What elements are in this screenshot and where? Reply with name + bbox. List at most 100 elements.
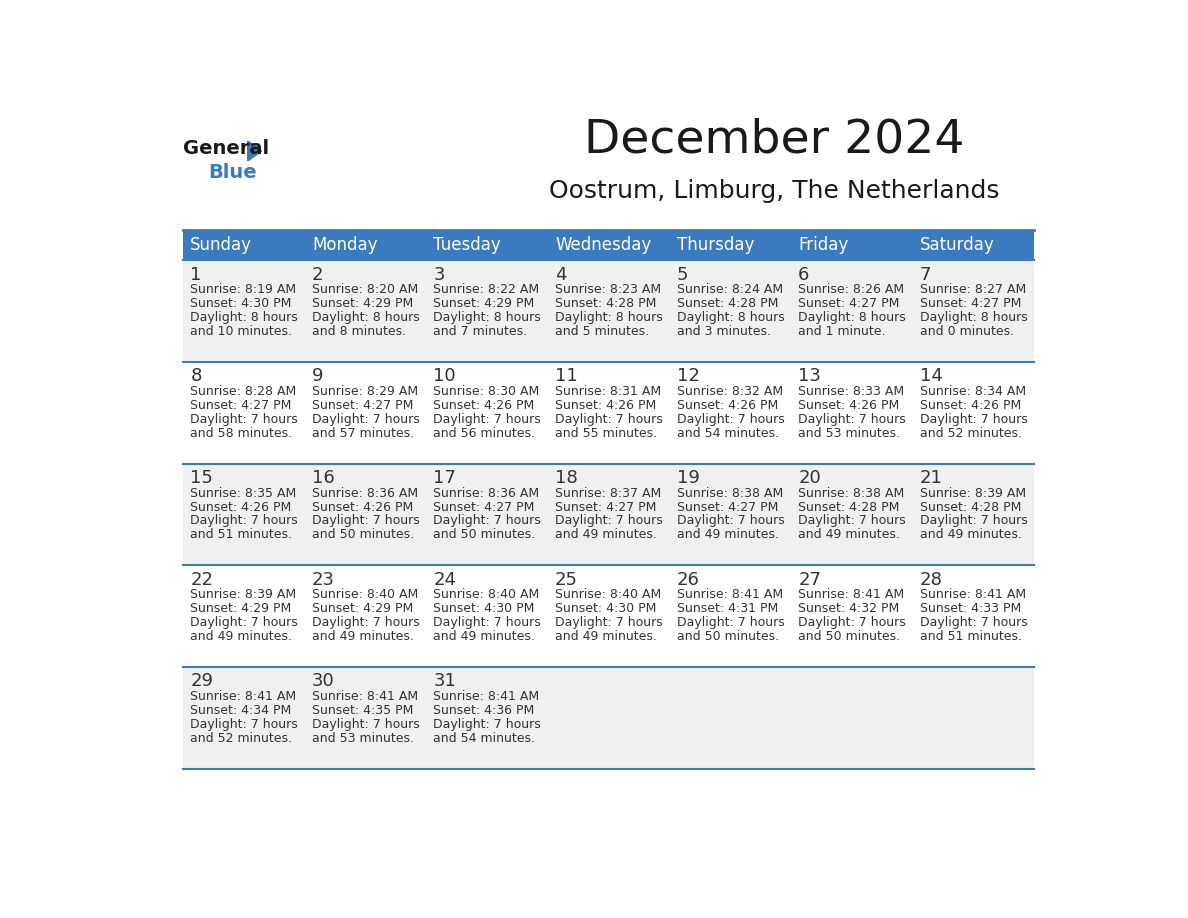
Text: Sunrise: 8:41 AM: Sunrise: 8:41 AM	[312, 690, 418, 703]
Text: 21: 21	[920, 469, 942, 487]
Text: and 50 minutes.: and 50 minutes.	[677, 630, 778, 643]
Text: and 50 minutes.: and 50 minutes.	[798, 630, 901, 643]
Text: Daylight: 7 hours: Daylight: 7 hours	[434, 413, 542, 426]
Text: 29: 29	[190, 672, 214, 690]
Text: Daylight: 7 hours: Daylight: 7 hours	[312, 514, 419, 528]
Text: 14: 14	[920, 367, 942, 386]
Text: 4: 4	[555, 265, 567, 284]
Text: Sunset: 4:33 PM: Sunset: 4:33 PM	[920, 602, 1020, 615]
Text: 9: 9	[312, 367, 323, 386]
Text: Daylight: 7 hours: Daylight: 7 hours	[190, 616, 298, 629]
Text: Saturday: Saturday	[920, 236, 994, 254]
Text: Sunset: 4:26 PM: Sunset: 4:26 PM	[798, 399, 899, 412]
Text: and 8 minutes.: and 8 minutes.	[312, 325, 406, 338]
Text: and 3 minutes.: and 3 minutes.	[677, 325, 771, 338]
Text: Daylight: 8 hours: Daylight: 8 hours	[434, 311, 542, 324]
Text: Sunset: 4:36 PM: Sunset: 4:36 PM	[434, 704, 535, 717]
Text: 3: 3	[434, 265, 446, 284]
Text: Sunset: 4:34 PM: Sunset: 4:34 PM	[190, 704, 291, 717]
Bar	[426, 230, 548, 261]
Text: and 54 minutes.: and 54 minutes.	[434, 732, 536, 744]
Text: Sunrise: 8:41 AM: Sunrise: 8:41 AM	[677, 588, 783, 601]
Text: Sunrise: 8:41 AM: Sunrise: 8:41 AM	[434, 690, 539, 703]
Text: 10: 10	[434, 367, 456, 386]
Text: Sunset: 4:30 PM: Sunset: 4:30 PM	[190, 297, 292, 310]
Text: and 49 minutes.: and 49 minutes.	[555, 528, 657, 542]
Text: Daylight: 7 hours: Daylight: 7 hours	[555, 616, 663, 629]
Text: 20: 20	[798, 469, 821, 487]
Text: Sunrise: 8:41 AM: Sunrise: 8:41 AM	[920, 588, 1026, 601]
Text: December 2024: December 2024	[584, 118, 965, 162]
Text: Sunrise: 8:36 AM: Sunrise: 8:36 AM	[434, 487, 539, 499]
Bar	[548, 230, 670, 261]
Text: Daylight: 7 hours: Daylight: 7 hours	[434, 616, 542, 629]
Text: 1: 1	[190, 265, 202, 284]
Bar	[183, 230, 305, 261]
Text: Sunrise: 8:40 AM: Sunrise: 8:40 AM	[312, 588, 418, 601]
Text: and 50 minutes.: and 50 minutes.	[434, 528, 536, 542]
Text: and 49 minutes.: and 49 minutes.	[677, 528, 778, 542]
Text: Sunset: 4:27 PM: Sunset: 4:27 PM	[798, 297, 899, 310]
Text: Sunset: 4:29 PM: Sunset: 4:29 PM	[190, 602, 291, 615]
Text: Daylight: 7 hours: Daylight: 7 hours	[312, 413, 419, 426]
Text: Daylight: 7 hours: Daylight: 7 hours	[555, 514, 663, 528]
Text: 8: 8	[190, 367, 202, 386]
Text: Sunset: 4:26 PM: Sunset: 4:26 PM	[555, 399, 656, 412]
Text: Daylight: 8 hours: Daylight: 8 hours	[190, 311, 298, 324]
Text: and 49 minutes.: and 49 minutes.	[555, 630, 657, 643]
Text: and 53 minutes.: and 53 minutes.	[798, 427, 901, 440]
Text: and 55 minutes.: and 55 minutes.	[555, 427, 657, 440]
Text: and 57 minutes.: and 57 minutes.	[312, 427, 415, 440]
Text: Sunrise: 8:39 AM: Sunrise: 8:39 AM	[920, 487, 1026, 499]
Text: Daylight: 7 hours: Daylight: 7 hours	[677, 514, 784, 528]
Text: Daylight: 7 hours: Daylight: 7 hours	[312, 616, 419, 629]
Text: Daylight: 8 hours: Daylight: 8 hours	[555, 311, 663, 324]
Bar	[183, 666, 1035, 768]
Text: Sunset: 4:31 PM: Sunset: 4:31 PM	[677, 602, 778, 615]
Text: Monday: Monday	[312, 236, 378, 254]
Text: Tuesday: Tuesday	[434, 236, 501, 254]
Text: Sunrise: 8:31 AM: Sunrise: 8:31 AM	[555, 385, 662, 398]
Text: and 49 minutes.: and 49 minutes.	[434, 630, 536, 643]
Text: Sunrise: 8:38 AM: Sunrise: 8:38 AM	[677, 487, 783, 499]
Text: Sunrise: 8:27 AM: Sunrise: 8:27 AM	[920, 284, 1026, 297]
Bar	[183, 565, 1035, 666]
Text: Daylight: 7 hours: Daylight: 7 hours	[555, 413, 663, 426]
Text: Daylight: 8 hours: Daylight: 8 hours	[920, 311, 1028, 324]
Text: 5: 5	[677, 265, 688, 284]
Text: 19: 19	[677, 469, 700, 487]
Text: Daylight: 7 hours: Daylight: 7 hours	[798, 413, 906, 426]
Text: Sunday: Sunday	[190, 236, 252, 254]
Text: Sunset: 4:26 PM: Sunset: 4:26 PM	[434, 399, 535, 412]
Text: 12: 12	[677, 367, 700, 386]
Text: 13: 13	[798, 367, 821, 386]
Text: Sunrise: 8:41 AM: Sunrise: 8:41 AM	[190, 690, 297, 703]
Text: Sunrise: 8:30 AM: Sunrise: 8:30 AM	[434, 385, 539, 398]
Text: Daylight: 7 hours: Daylight: 7 hours	[798, 616, 906, 629]
Text: Sunrise: 8:38 AM: Sunrise: 8:38 AM	[798, 487, 904, 499]
Text: 30: 30	[312, 672, 335, 690]
Bar	[912, 230, 1035, 261]
Text: Daylight: 7 hours: Daylight: 7 hours	[190, 718, 298, 731]
Text: 11: 11	[555, 367, 577, 386]
Text: and 51 minutes.: and 51 minutes.	[190, 528, 292, 542]
Bar	[791, 230, 912, 261]
Text: Sunrise: 8:20 AM: Sunrise: 8:20 AM	[312, 284, 418, 297]
Text: Sunrise: 8:40 AM: Sunrise: 8:40 AM	[555, 588, 662, 601]
Text: and 53 minutes.: and 53 minutes.	[312, 732, 413, 744]
Polygon shape	[248, 141, 261, 161]
Text: Sunset: 4:27 PM: Sunset: 4:27 PM	[190, 399, 292, 412]
Bar	[670, 230, 791, 261]
Text: Daylight: 7 hours: Daylight: 7 hours	[677, 616, 784, 629]
Text: Blue: Blue	[208, 162, 257, 182]
Text: 15: 15	[190, 469, 213, 487]
Text: Sunrise: 8:39 AM: Sunrise: 8:39 AM	[190, 588, 297, 601]
Text: 23: 23	[312, 571, 335, 588]
Text: Sunrise: 8:37 AM: Sunrise: 8:37 AM	[555, 487, 662, 499]
Text: Daylight: 7 hours: Daylight: 7 hours	[312, 718, 419, 731]
Text: Sunset: 4:26 PM: Sunset: 4:26 PM	[190, 500, 291, 513]
Text: and 52 minutes.: and 52 minutes.	[920, 427, 1022, 440]
Text: and 51 minutes.: and 51 minutes.	[920, 630, 1022, 643]
Text: Thursday: Thursday	[677, 236, 754, 254]
Text: Sunrise: 8:26 AM: Sunrise: 8:26 AM	[798, 284, 904, 297]
